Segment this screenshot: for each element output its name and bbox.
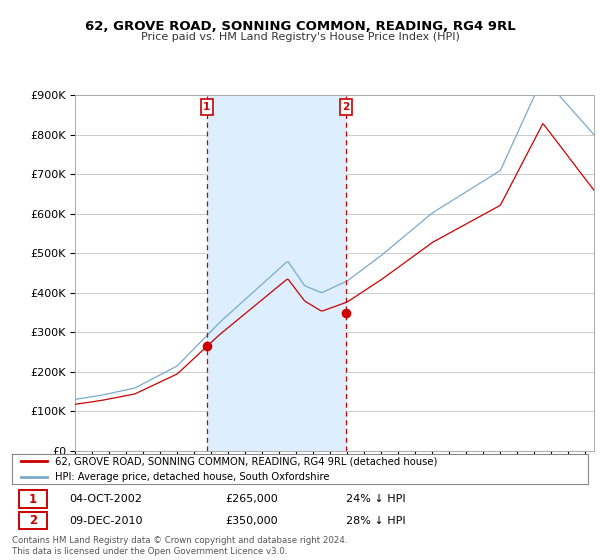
Text: 62, GROVE ROAD, SONNING COMMON, READING, RG4 9RL: 62, GROVE ROAD, SONNING COMMON, READING,… [85, 20, 515, 32]
Bar [207, 95, 346, 451]
Text: 1: 1 [203, 102, 211, 112]
Text: HPI: Average price, detached house, South Oxfordshire: HPI: Average price, detached house, Sout… [55, 472, 330, 482]
Text: £265,000: £265,000 [225, 494, 278, 504]
Text: Contains HM Land Registry data © Crown copyright and database right 2024.
This d: Contains HM Land Registry data © Crown c… [12, 536, 347, 556]
Text: 24% ↓ HPI: 24% ↓ HPI [346, 494, 406, 504]
Bar [19, 512, 47, 529]
Text: 28% ↓ HPI: 28% ↓ HPI [346, 516, 406, 526]
Text: 62, GROVE ROAD, SONNING COMMON, READING, RG4 9RL (detached house): 62, GROVE ROAD, SONNING COMMON, READING,… [55, 456, 437, 466]
Text: 2: 2 [29, 514, 37, 527]
Text: 04-OCT-2002: 04-OCT-2002 [70, 494, 142, 504]
Text: 2: 2 [342, 102, 350, 112]
Text: Price paid vs. HM Land Registry's House Price Index (HPI): Price paid vs. HM Land Registry's House … [140, 32, 460, 43]
Bar [19, 491, 47, 508]
Text: 1: 1 [29, 493, 37, 506]
Text: £350,000: £350,000 [225, 516, 278, 526]
Text: 09-DEC-2010: 09-DEC-2010 [70, 516, 143, 526]
